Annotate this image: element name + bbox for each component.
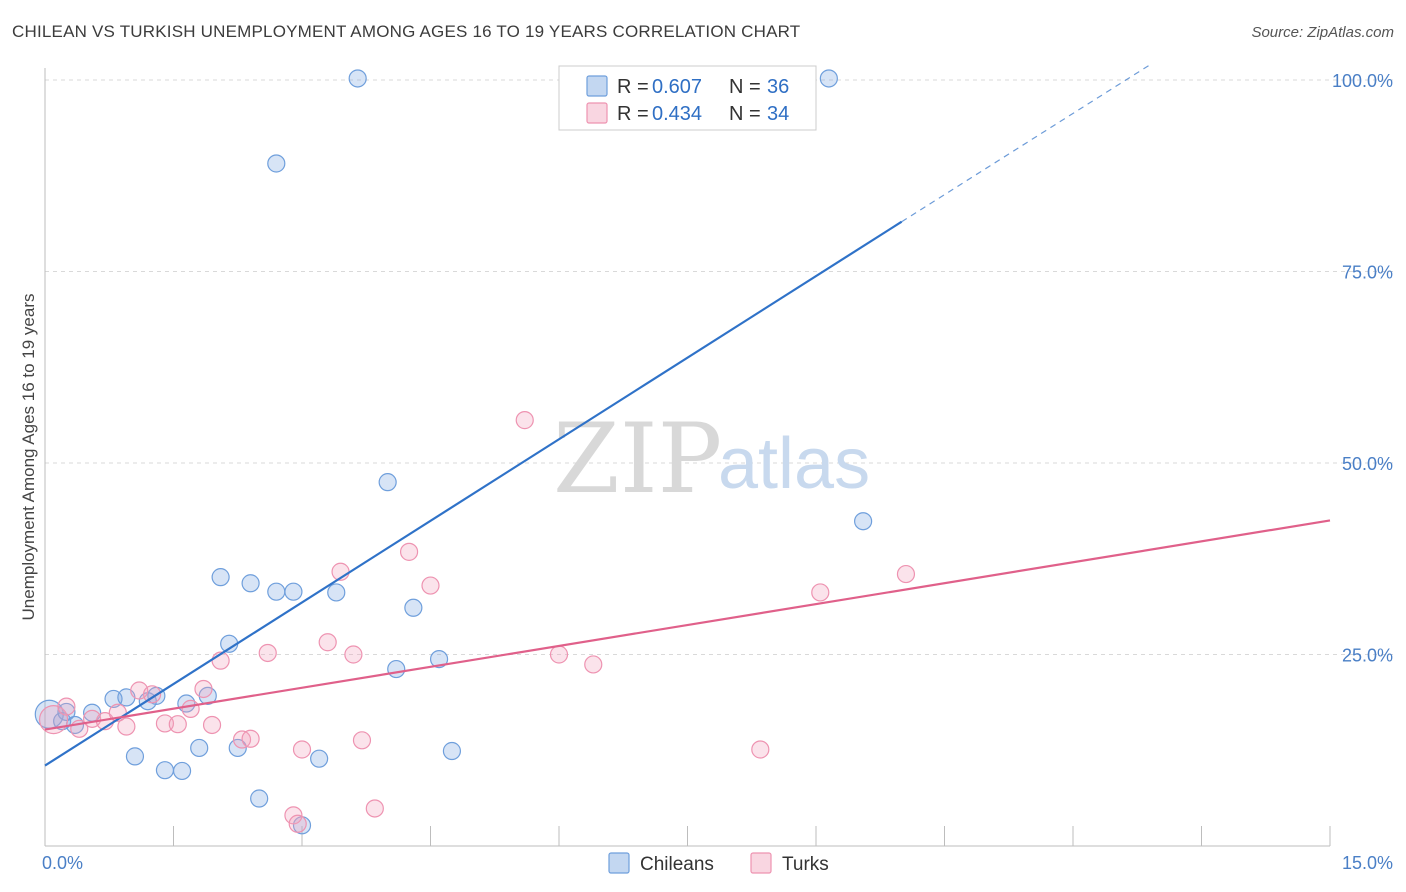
chileans-point (190, 738, 209, 758)
turks-point (318, 633, 337, 652)
bottom-legend: Chileans Turks (608, 852, 829, 875)
x-tick-label: 15.0% (1342, 853, 1393, 873)
legend-swatch-turks (586, 102, 608, 124)
legend: R = 0.607 N = 36 R = 0.434 N = 34 (558, 65, 817, 131)
turks-point (117, 717, 136, 736)
turks-point (811, 583, 830, 602)
chileans-point (57, 702, 76, 722)
turks-point (399, 542, 419, 561)
axes (44, 68, 1331, 847)
chileans-point (442, 741, 462, 761)
bottom-legend-label-turks: Turks (782, 854, 829, 875)
chileans-trend-line (44, 220, 903, 767)
turks-point (168, 715, 187, 734)
turks-point (288, 814, 307, 833)
turks-point (202, 715, 222, 735)
turks-point (344, 645, 363, 664)
chileans-point (310, 749, 329, 768)
turks-point (549, 645, 569, 664)
chileans-point (327, 583, 346, 602)
bottom-legend-label-chileans: Chileans (640, 854, 714, 875)
y-tick-label: 100.0% (1332, 71, 1393, 91)
y-tick-label: 25.0% (1342, 646, 1393, 666)
chileans-point (348, 69, 367, 88)
turks-point (194, 679, 213, 699)
turks-point (896, 564, 916, 584)
turks-point (292, 740, 312, 759)
legend-n-value-chileans: 36 (767, 76, 789, 98)
chart-title: CHILEAN VS TURKISH UNEMPLOYMENT AMONG AG… (12, 22, 801, 41)
chileans-point (429, 649, 449, 669)
turks-point (751, 740, 770, 759)
y-tick-labels: 25.0% 50.0% 75.0% 100.0% (1332, 71, 1393, 666)
turks-point (515, 411, 534, 430)
chileans-point (267, 582, 286, 601)
chileans-point (172, 761, 192, 781)
turks-point (365, 799, 384, 818)
legend-r-value-turks: 0.434 (652, 103, 702, 125)
turks-point (352, 731, 372, 750)
legend-r-value-chileans: 0.607 (652, 76, 702, 98)
chileans-point (378, 473, 397, 492)
legend-box (558, 65, 817, 131)
legend-r-label-chileans: R = (617, 76, 649, 98)
turks-point (155, 714, 175, 733)
bottom-legend-swatch-chileans (608, 852, 630, 874)
turks-trend-line (44, 519, 1331, 731)
chileans-point (404, 598, 423, 617)
y-tick-label: 75.0% (1342, 263, 1393, 283)
x-tick-labels: 0.0% 15.0% (42, 853, 1393, 873)
chileans-point (250, 789, 269, 808)
watermark-atlas: atlas (718, 424, 870, 504)
legend-n-value-turks: 34 (767, 103, 789, 125)
chileans-point (125, 747, 145, 766)
turks-point (258, 643, 277, 663)
grid (45, 79, 1395, 655)
x-tick-label: 0.0% (42, 853, 83, 873)
bottom-legend-swatch-turks (750, 852, 772, 874)
legend-r-label-turks: R = (617, 103, 649, 125)
legend-n-label-turks: N = (729, 103, 761, 125)
turks-point (284, 806, 303, 825)
points-layer (34, 69, 916, 835)
chileans-point (241, 574, 260, 593)
legend-swatch-chileans (586, 75, 608, 97)
watermark: ZIP atlas (553, 403, 870, 515)
chileans-point (228, 738, 247, 758)
turks-point (241, 729, 260, 748)
chileans-trend-extension (901, 64, 1151, 223)
chileans-point (387, 659, 406, 679)
chileans-point (211, 568, 230, 587)
trend-lines (44, 64, 1331, 767)
y-tick-label: 50.0% (1342, 454, 1393, 474)
turks-point (142, 685, 162, 704)
turks-point (584, 655, 603, 674)
source-label: Source: ZipAtlas.com (1251, 24, 1394, 41)
turks-point (181, 699, 200, 718)
watermark-zip: ZIP (553, 403, 722, 515)
turks-point (421, 576, 440, 595)
y-axis-label: Unemployment Among Ages 16 to 19 years (19, 294, 38, 621)
turks-point (57, 697, 76, 716)
chileans-point (267, 154, 286, 173)
legend-n-label-chileans: N = (729, 76, 761, 98)
chileans-point (284, 582, 303, 601)
chileans-point (854, 512, 873, 531)
chileans-point (819, 69, 838, 88)
chileans-point (155, 761, 175, 780)
